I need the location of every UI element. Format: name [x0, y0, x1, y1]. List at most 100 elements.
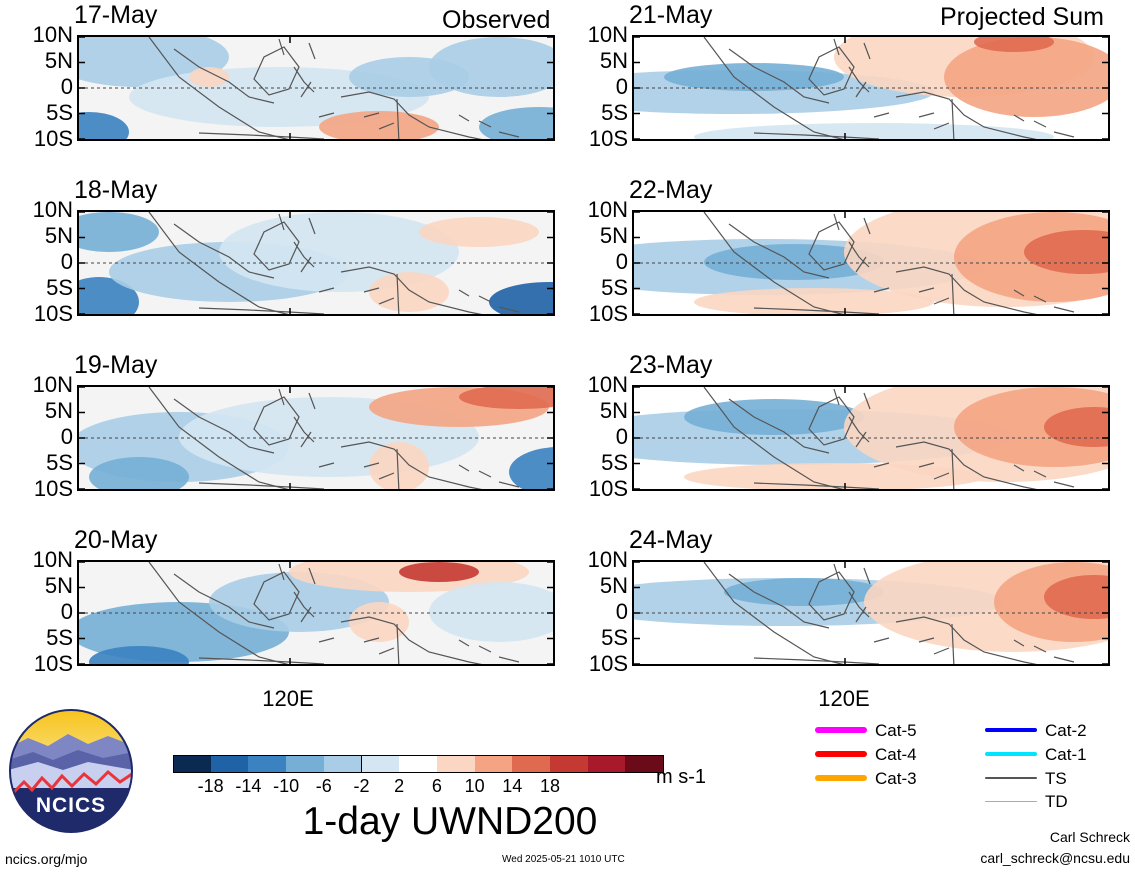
lat-label: 5S	[601, 450, 628, 475]
wind-anomaly-region	[944, 37, 1108, 117]
coastline	[396, 448, 400, 489]
storm-legend-line	[985, 800, 1037, 802]
coastline	[148, 37, 289, 139]
coastline	[148, 387, 289, 489]
storm-legend-label: TS	[1045, 769, 1067, 788]
coastline	[293, 66, 315, 98]
coastline	[253, 46, 300, 96]
wind-anomaly-region	[1024, 230, 1108, 274]
wind-anomaly-region	[349, 602, 409, 642]
panel-date: 20-May	[74, 526, 158, 554]
coastline	[340, 91, 483, 139]
author-name: Carl Schreck	[1049, 829, 1130, 845]
coastline	[895, 616, 1038, 664]
storm-legend-line	[815, 727, 867, 733]
panel-date: 18-May	[74, 176, 158, 204]
panel-date: 21-May	[629, 1, 713, 29]
lat-label: 5S	[46, 100, 73, 125]
lat-label: 10N	[32, 197, 73, 222]
author-email[interactable]: carl_schreck@ncsu.edu	[980, 850, 1130, 866]
colorbar-tick-label: 10	[464, 776, 485, 796]
wind-anomaly-region	[954, 387, 1108, 467]
coastline	[253, 571, 300, 621]
coastline	[458, 289, 520, 313]
coastline	[318, 462, 395, 480]
observed-map-panel	[77, 385, 555, 491]
lat-label: 5N	[599, 223, 628, 248]
coastline	[458, 464, 520, 488]
coastline	[873, 462, 950, 480]
storm-legend-label: Cat-4	[875, 745, 917, 764]
colorbar-swatch	[399, 755, 438, 773]
colorbar-swatch	[323, 755, 363, 773]
lat-label: 0	[615, 74, 628, 99]
wind-anomaly-region	[369, 272, 449, 312]
colorbar-swatch	[625, 755, 665, 773]
wind-anomaly-region	[694, 123, 1054, 139]
wind-anomaly-region	[419, 217, 539, 247]
wind-anomaly-region	[459, 387, 553, 409]
coastline	[753, 307, 880, 314]
coastline	[198, 307, 325, 314]
wind-anomaly-region	[664, 63, 844, 91]
projected-sum-label: Projected Sum	[940, 3, 1104, 31]
lat-label: 5N	[599, 398, 628, 423]
coastline	[808, 221, 855, 271]
coastline	[340, 441, 483, 489]
coastline	[873, 112, 950, 130]
coastline	[895, 91, 1038, 139]
coastline	[1013, 639, 1075, 663]
colorbar-tick-label: 18	[539, 776, 561, 796]
lat-label: 10S	[588, 651, 628, 676]
colorbar-tick-label: 14	[502, 776, 523, 796]
coastline	[848, 416, 870, 448]
lat-label: 0	[615, 249, 628, 274]
coastline	[703, 562, 844, 664]
observed-map-panel	[77, 35, 555, 141]
coastline	[703, 37, 844, 139]
coastline	[808, 571, 855, 621]
colorbar-tick-label: 2	[394, 776, 405, 796]
coastline	[873, 287, 950, 305]
coastline	[253, 221, 300, 271]
wind-anomaly-region	[219, 212, 459, 292]
colorbar-tick-label: -14	[235, 776, 262, 796]
colorbar-tick-label: -18	[197, 776, 224, 796]
lat-label: 0	[615, 424, 628, 449]
timestamp: Wed 2025-05-21 1010 UTC	[502, 854, 625, 865]
lat-label: 10N	[32, 547, 73, 572]
coastline	[703, 212, 844, 314]
panel-date: 24-May	[629, 526, 713, 554]
units-label: m s-1	[656, 766, 706, 788]
coastline	[728, 223, 830, 279]
coastline	[728, 48, 830, 104]
lat-label: 10N	[32, 372, 73, 397]
lat-label: 10N	[587, 547, 628, 572]
storm-legend-label: Cat-5	[875, 721, 917, 740]
wind-anomaly-region	[429, 582, 553, 642]
field-title: 1-day UWND200	[302, 800, 598, 843]
wind-anomaly-region	[189, 67, 229, 87]
coastline	[895, 266, 1038, 314]
wind-anomaly-region	[509, 447, 553, 489]
lat-label: 5S	[46, 450, 73, 475]
colorbar-tick-label: -6	[315, 776, 332, 796]
lat-label: 10N	[587, 372, 628, 397]
storm-legend-line	[815, 775, 867, 781]
coastline	[833, 388, 871, 410]
lat-label: 10S	[588, 301, 628, 326]
lat-label: 5N	[44, 573, 73, 598]
wind-anomaly-region	[79, 212, 159, 252]
coastline	[278, 38, 316, 60]
projected-map-panel	[632, 560, 1110, 666]
coastline	[833, 38, 871, 60]
wind-anomaly-region	[1044, 407, 1108, 447]
lat-label: 10S	[588, 126, 628, 151]
coastline	[318, 637, 395, 655]
wind-anomaly-region	[489, 282, 553, 314]
coastline	[173, 223, 275, 279]
coastline	[173, 573, 275, 629]
website-link[interactable]: ncics.org/mjo	[5, 851, 88, 867]
lat-label: 5S	[601, 625, 628, 650]
storm-legend-line	[985, 728, 1037, 732]
